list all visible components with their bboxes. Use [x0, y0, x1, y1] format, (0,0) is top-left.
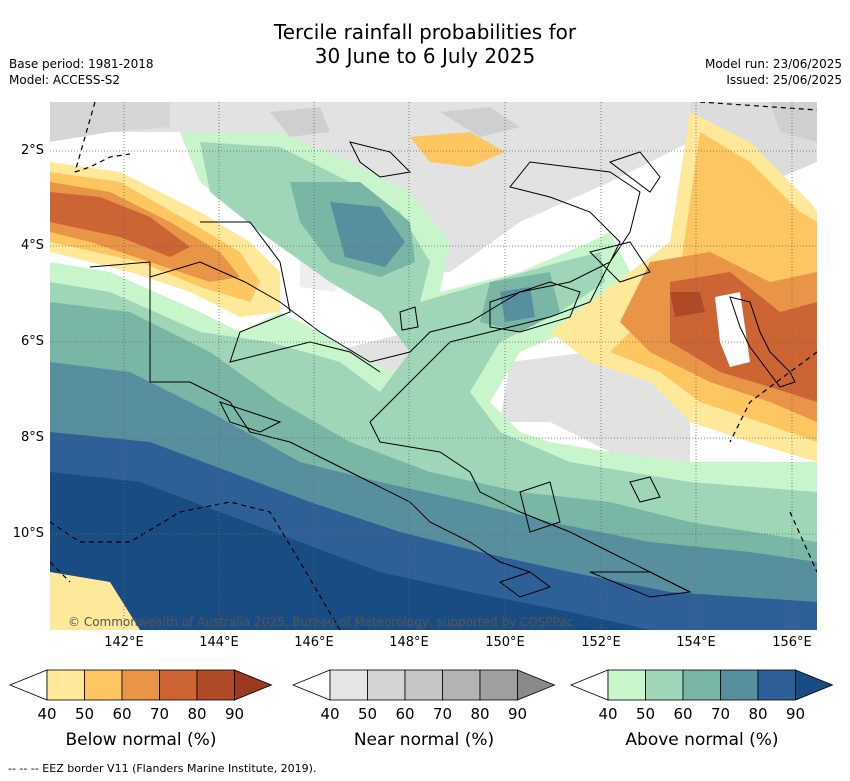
below-normal-field	[50, 112, 817, 462]
lon-label-154e: 154°E	[676, 635, 716, 650]
colorbar-segment	[442, 669, 481, 701]
colorbar-segment	[84, 669, 123, 701]
issued-date: Issued: 25/06/2025	[726, 73, 842, 87]
colorbar-cap-low	[291, 669, 331, 701]
chart-title: Tercile rainfall probabilities for 30 Ju…	[0, 20, 850, 68]
lat-label-2s: 2°S	[20, 143, 44, 158]
colorbar-segment	[196, 669, 235, 701]
colorbar-tick-label: 60	[395, 705, 415, 723]
colorbar-segment	[404, 669, 443, 701]
meta-right: Model run: 23/06/2025 Issued: 25/06/2025	[705, 56, 842, 88]
lon-label-148e: 148°E	[389, 635, 429, 650]
colorbar-segment	[329, 669, 368, 701]
colorbar-tick-label: 50	[635, 705, 656, 723]
colorbar-cap-high	[795, 669, 834, 701]
title-line-2: 30 June to 6 July 2025	[314, 44, 536, 68]
base-period: Base period: 1981-2018	[9, 57, 154, 71]
colorbar-tick-label: 70	[710, 705, 731, 723]
colorbar-segment	[645, 669, 684, 701]
colorbar-segment	[720, 669, 759, 701]
colorbar-label-near: Near normal (%)	[353, 730, 495, 750]
colorbar-segment	[479, 669, 518, 701]
model-run: Model run: 23/06/2025	[704, 57, 842, 71]
lat-label-4s: 4°S	[20, 238, 44, 253]
meta-left: Base period: 1981-2018 Model: ACCESS-S2	[9, 56, 154, 88]
colorbar-segment	[367, 669, 406, 701]
colorbar-tick-label: 60	[673, 705, 693, 723]
colorbar-tick-label: 80	[748, 705, 768, 723]
colorbar-cap-low	[569, 669, 609, 701]
colorbar-tick-label: 70	[432, 705, 453, 723]
eez-borders	[50, 102, 817, 630]
colorbar-segment	[757, 669, 796, 701]
lon-label-156e: 156°E	[772, 635, 812, 650]
lat-label-8s: 8°S	[20, 430, 44, 445]
graticule	[50, 102, 817, 630]
map-fields	[50, 102, 817, 630]
lon-label-146e: 146°E	[294, 635, 334, 650]
colorbar-above-normal	[569, 669, 834, 701]
colorbar-near-normal	[291, 669, 556, 701]
probability-map: © Commonwealth of Australia 2025, Bureau…	[50, 102, 817, 630]
colorbar-tick-label: 40	[598, 705, 618, 723]
lon-label-150e: 150°E	[485, 635, 525, 650]
colorbar-segment	[159, 669, 198, 701]
colorbar-tick-label: 90	[507, 705, 528, 723]
colorbars	[8, 669, 834, 701]
colorbar-tick-label: 50	[357, 705, 378, 723]
colorbar-segment	[607, 669, 646, 701]
lon-label-152e: 152°E	[581, 635, 621, 650]
eez-footnote: -- -- -- EEZ border V11 (Flanders Marine…	[8, 762, 317, 775]
model-name: Model: ACCESS-S2	[9, 73, 121, 87]
coastlines	[89, 141, 796, 598]
colorbar-tick-label: 50	[74, 705, 95, 723]
above-normal-field	[50, 132, 817, 630]
colorbar-tick-label: 40	[37, 705, 57, 723]
colorbar-tick-label: 70	[149, 705, 170, 723]
colorbar-label-below: Below normal (%)	[65, 730, 217, 750]
colorbar-tick-label: 80	[470, 705, 490, 723]
colorbar-tick-label: 60	[112, 705, 132, 723]
colorbar-tick-label: 90	[224, 705, 245, 723]
colorbar-label-above: Above normal (%)	[625, 730, 779, 750]
lon-label-142e: 142°E	[104, 635, 144, 650]
colorbar-segment	[682, 669, 721, 701]
lat-label-6s: 6°S	[20, 334, 44, 349]
lon-label-144e: 144°E	[199, 635, 239, 650]
lat-label-10s: 10°S	[12, 526, 44, 541]
colorbar-tick-label: 90	[785, 705, 806, 723]
title-line-1: Tercile rainfall probabilities for	[273, 20, 577, 44]
colorbar-cap-high	[517, 669, 556, 701]
colorbar-below-normal	[8, 669, 273, 701]
colorbar-segment	[121, 669, 160, 701]
colorbar-tick-label: 80	[187, 705, 207, 723]
colorbar-cap-high	[234, 669, 273, 701]
colorbar-tick-label: 40	[320, 705, 340, 723]
colorbar-cap-low	[8, 669, 48, 701]
colorbar-segment	[46, 669, 85, 701]
copyright-notice: © Commonwealth of Australia 2025, Bureau…	[68, 615, 573, 629]
